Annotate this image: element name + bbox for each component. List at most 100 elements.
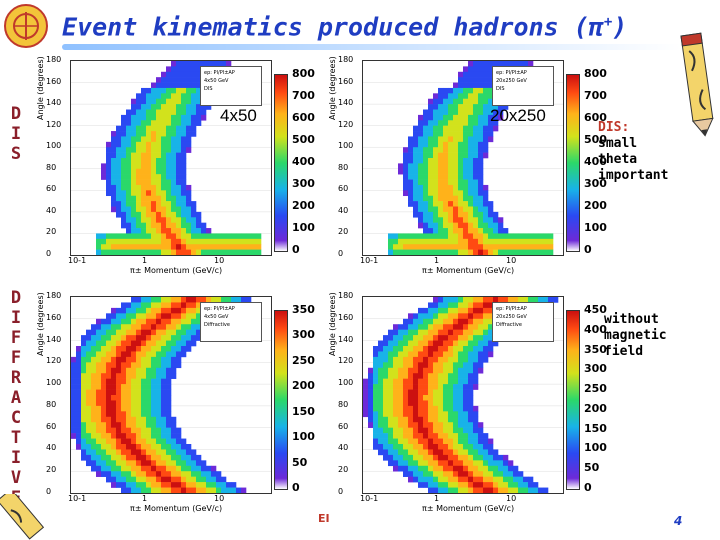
heatmap-cell bbox=[413, 389, 419, 396]
heatmap-cell bbox=[166, 190, 172, 197]
heatmap-cell bbox=[106, 444, 112, 450]
heatmap-cell bbox=[493, 476, 499, 483]
heatmap-cell bbox=[176, 152, 182, 159]
heatmap-cell bbox=[231, 233, 237, 240]
heatmap-cell bbox=[433, 297, 439, 303]
heatmap-cell bbox=[423, 438, 429, 445]
colorbar-tick-label: 250 bbox=[292, 353, 315, 367]
heatmap-cell bbox=[388, 454, 394, 461]
heatmap-cell bbox=[111, 324, 117, 330]
heatmap-cell bbox=[423, 378, 429, 385]
heatmap-cell bbox=[141, 395, 147, 401]
heatmap-cell bbox=[473, 93, 479, 100]
heatmap-cell bbox=[186, 82, 192, 89]
heatmap-cell bbox=[76, 351, 82, 358]
heatmap-cell bbox=[518, 249, 524, 255]
heatmap-cell bbox=[171, 340, 177, 347]
heatmap-cell bbox=[468, 228, 474, 234]
heatmap-cell bbox=[483, 449, 489, 456]
heatmap-cell bbox=[393, 356, 399, 363]
heatmap-cell bbox=[433, 335, 439, 341]
heatmap-cell bbox=[116, 195, 122, 202]
heatmap-cell bbox=[378, 340, 384, 347]
heatmap-cell bbox=[136, 249, 142, 255]
heatmap-cell bbox=[418, 438, 424, 445]
heatmap-cell bbox=[428, 211, 434, 218]
heatmap-cell bbox=[171, 179, 177, 186]
heatmap-cell bbox=[508, 487, 514, 493]
heatmap-cell bbox=[403, 395, 409, 401]
heatmap-cell bbox=[458, 206, 464, 213]
heatmap-cell bbox=[458, 217, 464, 223]
heatmap-cell bbox=[433, 482, 439, 488]
heatmap-cell bbox=[523, 61, 529, 67]
heatmap-cell bbox=[111, 367, 117, 374]
pencil-icon bbox=[0, 494, 45, 540]
heatmap-cell bbox=[161, 307, 167, 314]
heatmap-cell bbox=[428, 411, 434, 418]
heatmap-cell bbox=[131, 238, 137, 245]
heatmap-cell bbox=[488, 87, 494, 94]
heatmap-cell bbox=[448, 201, 454, 207]
heatmap-cell bbox=[86, 335, 92, 341]
heatmap-cell bbox=[453, 179, 459, 186]
heatmap-cell bbox=[126, 174, 132, 180]
heatmap-cell bbox=[448, 411, 454, 418]
heatmap-cell bbox=[126, 201, 132, 207]
heatmap-cell bbox=[146, 152, 152, 159]
heatmap-cell bbox=[161, 244, 167, 250]
heatmap-cell bbox=[478, 471, 484, 477]
heatmap-cell bbox=[458, 454, 464, 461]
heatmap-cell bbox=[116, 152, 122, 159]
heatmap-cell bbox=[448, 460, 454, 467]
heatmap-cell bbox=[418, 324, 424, 330]
heatmap-cell bbox=[458, 389, 464, 396]
heatmap-cell bbox=[443, 438, 449, 445]
side-letter: F bbox=[10, 328, 22, 348]
heatmap-cell bbox=[76, 395, 82, 401]
heatmap-cell bbox=[121, 152, 127, 159]
heatmap-cell bbox=[443, 104, 449, 110]
heatmap-cell bbox=[246, 297, 252, 303]
heatmap-cell bbox=[478, 351, 484, 358]
heatmap-cell bbox=[136, 454, 142, 461]
heatmap-cell bbox=[151, 131, 157, 137]
heatmap-cell bbox=[408, 378, 414, 385]
heatmap-cell bbox=[438, 238, 444, 245]
heatmap-cell bbox=[428, 444, 434, 450]
heatmap-cell bbox=[463, 460, 469, 467]
heatmap-cell bbox=[483, 61, 489, 67]
heatmap-cell bbox=[443, 244, 449, 250]
heatmap-cell bbox=[86, 438, 92, 445]
heatmap-cell bbox=[186, 104, 192, 110]
heatmap-cell bbox=[136, 307, 142, 314]
heatmap-cell bbox=[478, 244, 484, 250]
heatmap-cell bbox=[206, 476, 212, 483]
heatmap-cell bbox=[473, 82, 479, 89]
heatmap-cell bbox=[126, 152, 132, 159]
heatmap-cell bbox=[146, 465, 152, 472]
heatmap-cell bbox=[433, 168, 439, 175]
heatmap-cell bbox=[206, 233, 212, 240]
heatmap-cell bbox=[121, 335, 127, 341]
heatmap-cell bbox=[473, 313, 479, 320]
heatmap-cell bbox=[383, 444, 389, 450]
heatmap-cell bbox=[458, 416, 464, 423]
heatmap-cell bbox=[453, 384, 459, 390]
heatmap-cell bbox=[468, 318, 474, 325]
heatmap-cell bbox=[428, 454, 434, 461]
heatmap-cell bbox=[418, 131, 424, 137]
heatmap-cell bbox=[101, 244, 107, 250]
heatmap-cell bbox=[106, 318, 112, 325]
heatmap-cell bbox=[151, 217, 157, 223]
heatmap-cell bbox=[191, 313, 197, 320]
heatmap-cell bbox=[161, 389, 167, 396]
heatmap-cell bbox=[231, 487, 237, 493]
heatmap-cell bbox=[96, 427, 102, 434]
heatmap-cell bbox=[166, 378, 172, 385]
heatmap-cell bbox=[181, 158, 187, 164]
heatmap-cell bbox=[161, 302, 167, 309]
heatmap-cell bbox=[508, 238, 514, 245]
heatmap-cell bbox=[438, 190, 444, 197]
colorbar-tick-label: 350 bbox=[292, 303, 315, 316]
